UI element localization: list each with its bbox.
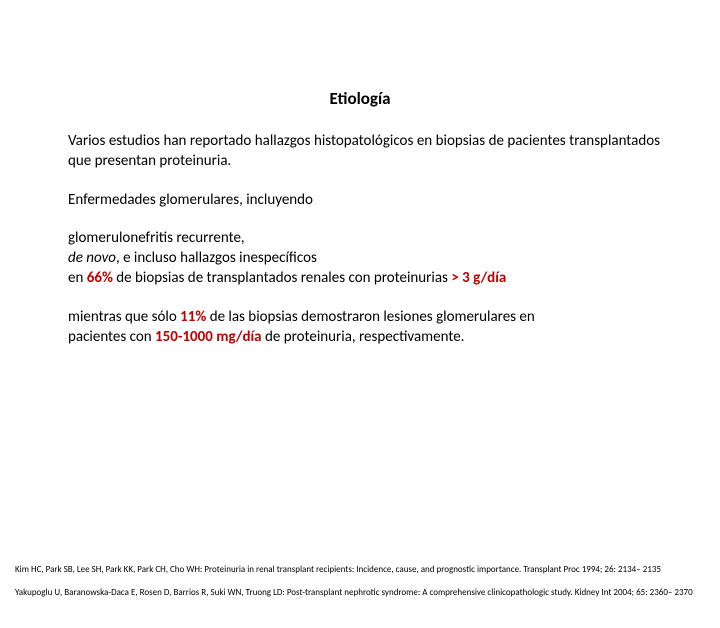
text-respect: de proteinuria, respectivamente. [262, 328, 465, 346]
paragraph-diseases: Enfermedades glomerulares, incluyendo [68, 190, 660, 210]
slide-content: Varios estudios han reportado hallazgos … [0, 131, 720, 347]
reference-2: Yakupoglu U, Baranowska-Daca E, Rosen D,… [15, 587, 705, 598]
text-pacientes: pacientes con [68, 328, 155, 346]
val-range: 150-1000 mg/día [155, 328, 262, 346]
text-nonspecific: , e incluso hallazgos inespecíficos [116, 249, 317, 267]
val-3g: > 3 g/día [451, 269, 506, 287]
text-denovo: de novo [68, 249, 116, 267]
line-pct-high: en 66% de biopsias de transplantados ren… [68, 268, 660, 288]
line-range: pacientes con 150-1000 mg/día de protein… [68, 327, 660, 347]
paragraph-findings-low: mientras que sólo 11% de las biopsias de… [68, 307, 660, 348]
text-mientras: mientras que sólo [68, 308, 180, 326]
pct-11: 11% [180, 308, 206, 326]
text-biopsias: de biopsias de transplantados renales co… [113, 269, 451, 287]
slide-container: Etiología Varios estudios han reportado … [0, 88, 720, 628]
line-denovo: de novo, e incluso hallazgos inespecífic… [68, 248, 660, 268]
text-lesiones: de las biopsias demostraron lesiones glo… [206, 308, 534, 326]
pct-66: 66% [87, 269, 113, 287]
reference-1: Kim HC, Park SB, Lee SH, Park KK, Park C… [15, 564, 705, 575]
line-pct-low: mientras que sólo 11% de las biopsias de… [68, 307, 660, 327]
references-block: Kim HC, Park SB, Lee SH, Park KK, Park C… [15, 564, 705, 611]
slide-title: Etiología [0, 88, 720, 109]
line-recurrent: glomerulonefritis recurrente, [68, 228, 660, 248]
paragraph-findings-high: glomerulonefritis recurrente, de novo, e… [68, 228, 660, 289]
text-en: en [68, 269, 87, 287]
paragraph-intro: Varios estudios han reportado hallazgos … [68, 131, 660, 172]
